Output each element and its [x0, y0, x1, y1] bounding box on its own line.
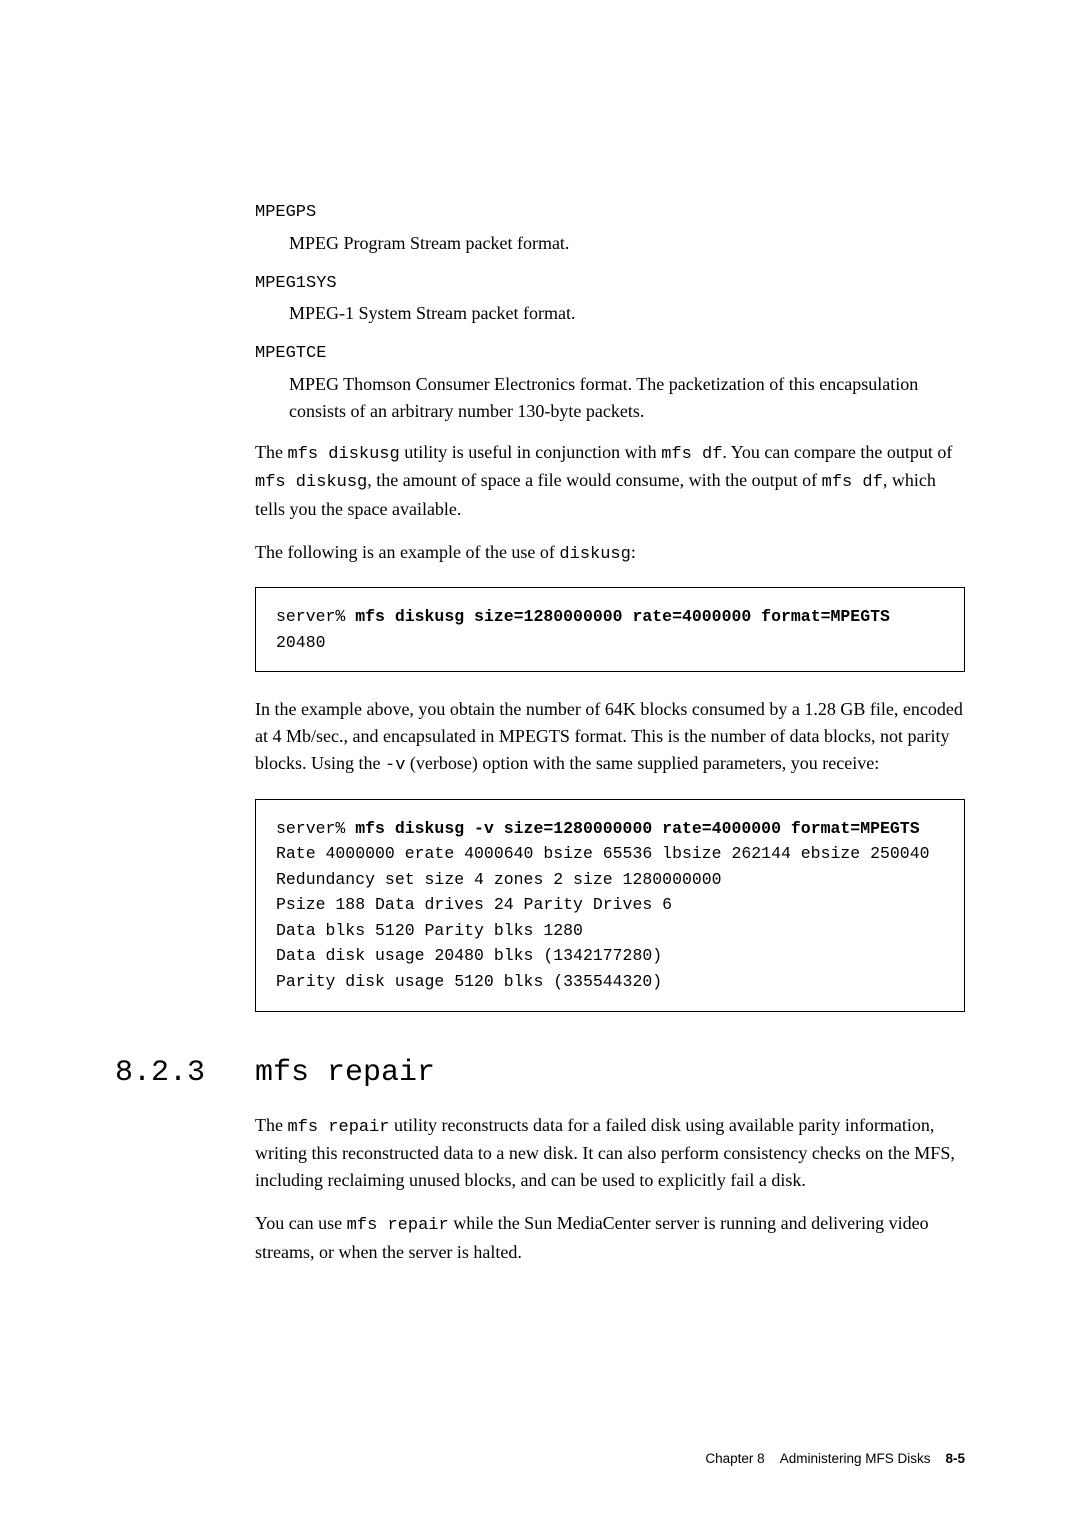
term-mpeg1sys: MPEG1SYS — [255, 271, 965, 297]
footer-title: Administering MFS Disks — [780, 1451, 931, 1466]
text: , the amount of space a file would consu… — [367, 470, 821, 490]
output-line: Data blks 5120 Parity blks 1280 — [276, 921, 583, 940]
text: : — [631, 542, 636, 562]
output-line: Redundancy set size 4 zones 2 size 12800… — [276, 870, 722, 889]
paragraph-diskusg-intro: The mfs diskusg utility is useful in con… — [255, 439, 965, 523]
output-line: Rate 4000000 erate 4000640 bsize 65536 l… — [276, 844, 930, 863]
section-title: mfs repair — [255, 1056, 435, 1090]
code-example-1: server% mfs diskusg size=1280000000 rate… — [255, 587, 965, 672]
text: (verbose) option with the same supplied … — [405, 753, 879, 773]
inline-code: mfs df — [822, 473, 883, 492]
section-body: The mfs repair utility reconstructs data… — [255, 1112, 965, 1266]
page-content: MPEGPS MPEG Program Stream packet format… — [255, 200, 965, 1012]
paragraph-repair-1: The mfs repair utility reconstructs data… — [255, 1112, 965, 1195]
def-mpeg1sys: MPEG-1 System Stream packet format. — [289, 300, 965, 327]
output-line: Psize 188 Data drives 24 Parity Drives 6 — [276, 895, 672, 914]
text: . You can compare the output of — [722, 442, 952, 462]
command: mfs diskusg size=1280000000 rate=4000000… — [355, 607, 890, 626]
section-number: 8.2.3 — [115, 1056, 255, 1090]
inline-code: mfs repair — [287, 1118, 389, 1137]
text: The — [255, 1115, 287, 1135]
term-mpegps: MPEGPS — [255, 200, 965, 226]
paragraph-example-explain: In the example above, you obtain the num… — [255, 696, 965, 779]
inline-code: -v — [385, 756, 405, 775]
footer-chapter: Chapter 8 — [705, 1451, 764, 1466]
definition-list: MPEGPS MPEG Program Stream packet format… — [255, 200, 965, 425]
inline-code: mfs df — [661, 445, 722, 464]
command: mfs diskusg -v size=1280000000 rate=4000… — [355, 819, 919, 838]
text: The — [255, 442, 287, 462]
page-footer: Chapter 8 Administering MFS Disks 8-5 — [705, 1451, 965, 1466]
section-heading: 8.2.3 mfs repair — [115, 1056, 965, 1090]
code-example-2: server% mfs diskusg -v size=1280000000 r… — [255, 799, 965, 1012]
text: utility is useful in conjunction with — [400, 442, 661, 462]
text: The following is an example of the use o… — [255, 542, 559, 562]
inline-code: mfs diskusg — [255, 473, 367, 492]
term-mpegtce: MPEGTCE — [255, 341, 965, 367]
text: You can use — [255, 1213, 347, 1233]
output-line: Data disk usage 20480 blks (1342177280) — [276, 946, 662, 965]
def-mpegtce: MPEG Thomson Consumer Electronics format… — [289, 371, 965, 425]
footer-page-number: 8-5 — [945, 1451, 965, 1466]
paragraph-example-intro: The following is an example of the use o… — [255, 539, 965, 568]
prompt: server% — [276, 607, 355, 626]
inline-code: mfs repair — [347, 1216, 449, 1235]
inline-code: mfs diskusg — [287, 445, 399, 464]
paragraph-repair-2: You can use mfs repair while the Sun Med… — [255, 1210, 965, 1266]
output-line: Parity disk usage 5120 blks (335544320) — [276, 972, 662, 991]
prompt: server% — [276, 819, 355, 838]
output: 20480 — [276, 633, 326, 652]
def-mpegps: MPEG Program Stream packet format. — [289, 230, 965, 257]
inline-code: diskusg — [559, 545, 630, 564]
